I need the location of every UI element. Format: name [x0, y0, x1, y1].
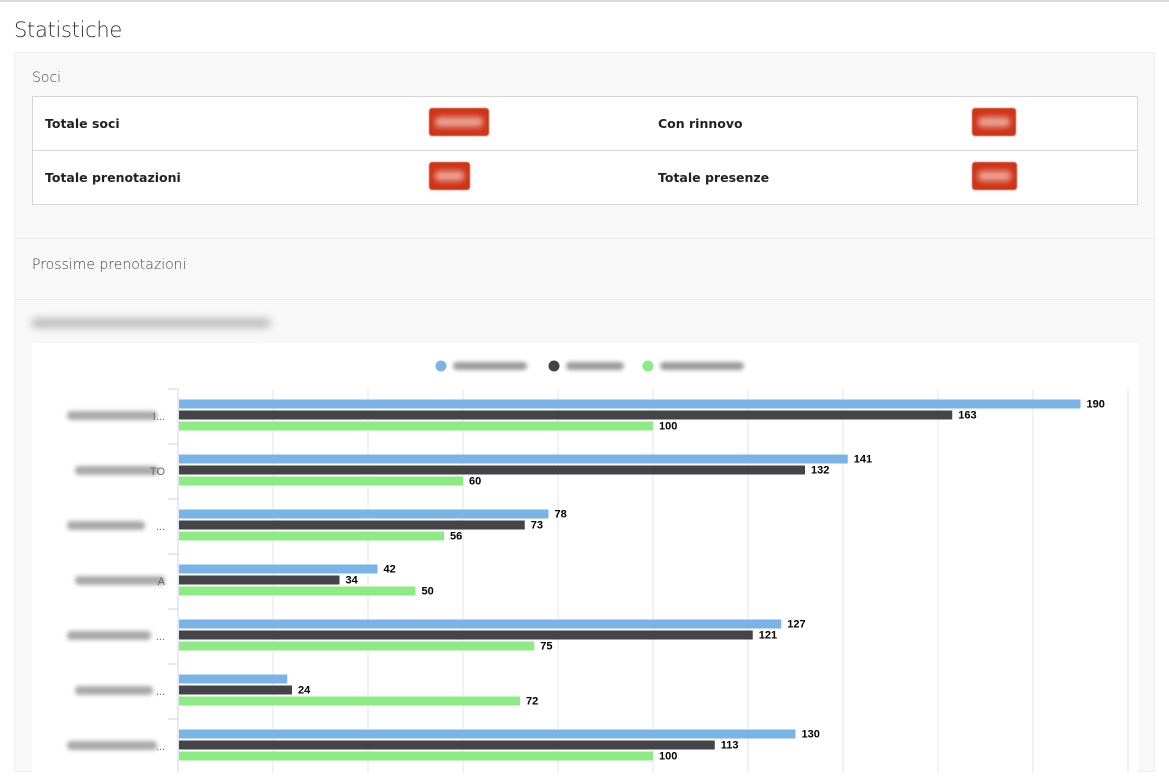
bar-value-label: 60 [469, 476, 481, 488]
bar-value-label: 34 [346, 575, 359, 587]
category-label-suffix: ... [156, 631, 165, 643]
category-label-suffix: ... [156, 741, 165, 753]
redacted-badge [429, 162, 470, 190]
bar [179, 454, 848, 464]
stat-label-totale-soci: Totale soci [45, 116, 120, 131]
stat-value-totale-presenze [960, 150, 1138, 205]
redacted-badge [972, 162, 1017, 190]
bar [179, 619, 782, 629]
bar-value-label: 78 [555, 509, 567, 521]
bar-value-label: 100 [659, 421, 677, 433]
bar-value-label: 121 [759, 630, 777, 642]
bar-chart-svg: I... TO... A......... 190 141 78 42 127 130 163 13… [67, 360, 1129, 775]
bar-value-label: 190 [1087, 399, 1105, 411]
redacted-badge [972, 108, 1016, 136]
bar [179, 465, 805, 475]
stat-value-totale-prenotazioni [417, 150, 646, 205]
bar-value-label: 130 [802, 729, 820, 741]
legend-marker [435, 360, 447, 372]
bar [179, 641, 535, 651]
bar [179, 751, 653, 761]
legend-marker [642, 360, 654, 372]
bar-value-label: 100 [659, 751, 677, 763]
category-label-redacted [67, 631, 151, 640]
bar-value-label: 113 [721, 740, 739, 752]
bar [179, 531, 444, 541]
bar [179, 696, 520, 706]
top-border [0, 0, 1169, 2]
category-label-redacted [67, 521, 145, 530]
redacted-badge [429, 108, 489, 136]
category-label-suffix: ... [156, 521, 165, 533]
category-label-redacted [75, 466, 159, 475]
bar [179, 410, 953, 420]
legend-label-redacted [566, 362, 624, 370]
bar [179, 685, 292, 695]
bar-value-label: 42 [384, 564, 396, 576]
table-row: Totale soci Con rinnovo [33, 97, 1138, 151]
redacted-chart-title [31, 318, 271, 328]
section-divider [15, 299, 1156, 300]
category-label-suffix: I... [153, 411, 165, 423]
bar-value-label: 75 [540, 641, 552, 653]
soci-stats-table: Totale soci Con rinnovo Totale prenotazi… [32, 96, 1138, 205]
prenotazioni-section-title: Prossime prenotazioni [32, 257, 187, 273]
bar [179, 421, 653, 431]
category-label-redacted [75, 686, 153, 695]
bar [179, 674, 288, 684]
bar [179, 509, 549, 519]
bar [179, 520, 525, 530]
section-divider [15, 238, 1156, 239]
bar [179, 399, 1081, 409]
table-row: Totale prenotazioni Totale presenze [32, 150, 1138, 205]
bar-value-label: 72 [526, 696, 538, 708]
stats-panel: Soci Totale soci Con rinnovo Totale pren… [14, 52, 1156, 775]
stat-label-totale-presenze: Totale presenze [646, 150, 960, 205]
bar-value-label: 132 [811, 465, 829, 477]
category-label-redacted [67, 411, 157, 420]
bar [179, 729, 796, 739]
bar [179, 630, 753, 640]
category-label-redacted [67, 741, 157, 750]
category-label-suffix: A [158, 576, 166, 588]
bar-value-label: 56 [450, 531, 462, 543]
page-title: Statistiche [14, 18, 122, 42]
legend-marker [548, 360, 560, 372]
bar-value-label: 73 [531, 520, 543, 532]
bar-value-label: 141 [854, 454, 872, 466]
bar [179, 586, 416, 596]
bar-value-label: 50 [422, 586, 434, 598]
legend-label-redacted [660, 362, 744, 370]
bar [179, 575, 340, 585]
category-label-redacted [75, 576, 165, 585]
bar-value-label: 127 [787, 619, 805, 631]
bookings-chart: I... TO... A......... 190 141 78 42 127 130 163 13… [32, 343, 1138, 775]
bar-value-label: 24 [298, 685, 311, 697]
stat-value-con-rinnovo [960, 97, 1138, 151]
legend-label-redacted [453, 362, 527, 370]
category-label-suffix: TO [150, 466, 166, 478]
stat-label-con-rinnovo: Con rinnovo [658, 116, 743, 131]
stat-label-totale-prenotazioni: Totale prenotazioni [32, 150, 417, 205]
soci-section-title: Soci [32, 70, 62, 86]
bar [179, 564, 378, 574]
category-label-suffix: ... [156, 686, 165, 698]
stat-value-totale-soci [417, 97, 646, 151]
bar [179, 476, 463, 486]
bar-value-label: 163 [958, 410, 976, 422]
bar [179, 740, 715, 750]
